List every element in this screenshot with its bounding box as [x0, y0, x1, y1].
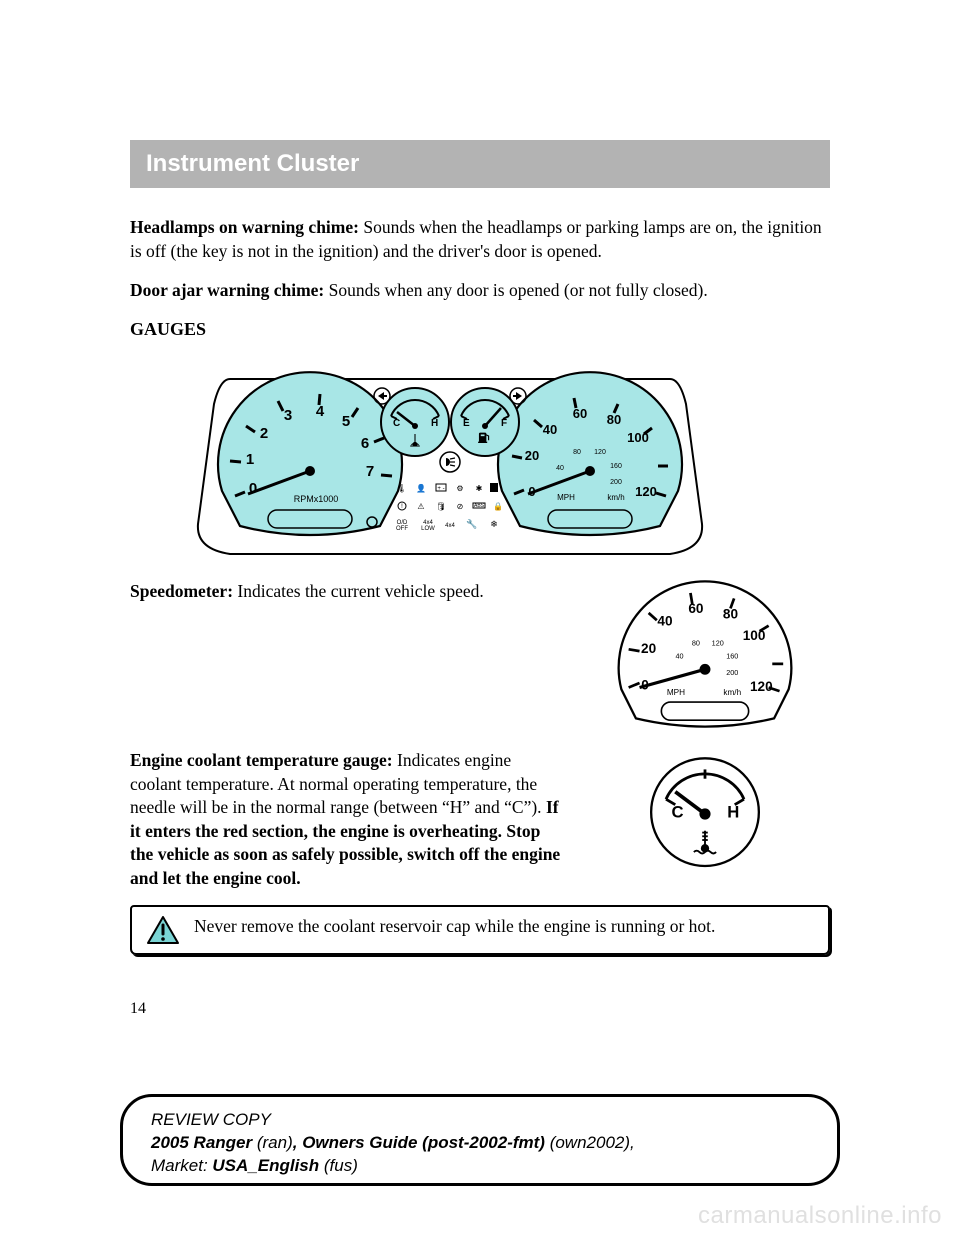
gauges-heading: GAUGES	[130, 319, 830, 340]
svg-text:80: 80	[573, 449, 581, 456]
svg-text:40: 40	[543, 422, 557, 437]
speedometer-block: Speedometer: Indicates the current vehic…	[130, 580, 830, 735]
svg-text:⚙: ⚙	[456, 484, 463, 493]
svg-text:1: 1	[246, 451, 254, 468]
footer-line2: 2005 Ranger (ran), Owners Guide (post-20…	[151, 1132, 809, 1155]
door-ajar-bold: Door ajar warning chime:	[130, 280, 324, 300]
svg-text:H: H	[727, 803, 739, 822]
svg-text:LOW: LOW	[421, 526, 435, 532]
svg-text:160: 160	[610, 463, 622, 470]
warning-box: Never remove the coolant reservoir cap w…	[130, 905, 830, 955]
svg-text:80: 80	[607, 412, 621, 427]
warning-text: Never remove the coolant reservoir cap w…	[194, 915, 715, 938]
svg-text:4: 4	[316, 403, 325, 420]
paragraph-headlamps: Headlamps on warning chime: Sounds when …	[130, 216, 830, 263]
svg-text:2: 2	[260, 425, 268, 442]
svg-text:200: 200	[726, 668, 738, 677]
svg-text:H: H	[431, 418, 438, 429]
svg-text:80: 80	[692, 639, 700, 648]
svg-text:🌡: 🌡	[397, 484, 407, 493]
svg-text:🔒: 🔒	[493, 502, 503, 511]
footer-line3: Market: USA_English (fus)	[151, 1155, 809, 1178]
footer-line1: REVIEW COPY	[151, 1109, 809, 1132]
svg-text:80: 80	[723, 606, 739, 621]
svg-text:✱: ✱	[476, 484, 483, 493]
svg-text:OFF: OFF	[396, 526, 408, 532]
svg-text:120: 120	[635, 484, 657, 499]
svg-text:km/h: km/h	[723, 688, 741, 697]
svg-text:200: 200	[610, 479, 622, 486]
door-ajar-text: Sounds when any door is opened (or not f…	[324, 280, 707, 300]
svg-text:E: E	[463, 418, 470, 429]
svg-text:MPH: MPH	[667, 688, 685, 697]
svg-text:F: F	[501, 418, 507, 429]
svg-text:⚠: ⚠	[417, 502, 424, 511]
warning-triangle-icon	[146, 915, 180, 945]
svg-text:40: 40	[657, 614, 673, 629]
svg-text:40: 40	[556, 465, 564, 472]
svg-text:100: 100	[627, 430, 649, 445]
svg-text:3: 3	[284, 407, 292, 424]
speedo-bold: Speedometer:	[130, 581, 233, 601]
svg-text:100: 100	[743, 628, 766, 643]
coolant-bold: Engine coolant temperature gauge:	[130, 750, 393, 770]
section-header: Instrument Cluster	[130, 140, 830, 188]
svg-text:60: 60	[688, 601, 704, 616]
watermark: carmanualsonline.info	[698, 1202, 942, 1230]
svg-text:RPMx1000: RPMx1000	[294, 494, 339, 504]
svg-text:20: 20	[641, 641, 657, 656]
svg-text:5: 5	[342, 413, 350, 430]
svg-text:!: !	[401, 504, 403, 510]
svg-text:❄: ❄	[490, 519, 498, 529]
svg-text:C: C	[393, 418, 400, 429]
svg-text:40: 40	[675, 651, 683, 660]
footer-box: REVIEW COPY 2005 Ranger (ran), Owners Gu…	[120, 1094, 840, 1186]
paragraph-door-ajar: Door ajar warning chime: Sounds when any…	[130, 279, 830, 303]
headlamps-bold: Headlamps on warning chime:	[130, 217, 359, 237]
coolant-gauge-diagram: C H	[580, 749, 830, 891]
svg-text:6: 6	[361, 435, 369, 452]
instrument-cluster-diagram: 0 1 2 3 4 5 6 7 RPMx1000	[190, 354, 710, 564]
svg-text:60: 60	[573, 406, 587, 421]
svg-text:ABS: ABS	[474, 503, 485, 509]
svg-text:120: 120	[750, 679, 773, 694]
svg-text:120: 120	[594, 449, 606, 456]
svg-text:20: 20	[525, 448, 539, 463]
svg-text:🔧: 🔧	[466, 518, 477, 529]
svg-text:+ -: + -	[437, 486, 444, 492]
svg-text:4x4: 4x4	[445, 523, 455, 529]
svg-text:7: 7	[366, 463, 374, 480]
svg-text:👤: 👤	[416, 483, 426, 493]
page-number: 14	[130, 1000, 146, 1018]
svg-text:MPH: MPH	[557, 493, 575, 502]
speedo-text: Indicates the current vehicle speed.	[233, 581, 484, 601]
svg-text:160: 160	[726, 651, 738, 660]
svg-text:🛢: 🛢	[436, 502, 446, 511]
svg-text:C: C	[672, 803, 684, 822]
coolant-block: Engine coolant temperature gauge: Indica…	[130, 749, 830, 891]
speedometer-diagram: 0 20 40 60 80 100 120 40 80 120 160 200 …	[580, 580, 830, 735]
svg-text:120: 120	[712, 639, 724, 648]
svg-text:km/h: km/h	[607, 493, 624, 502]
svg-text:⊘: ⊘	[457, 502, 464, 511]
